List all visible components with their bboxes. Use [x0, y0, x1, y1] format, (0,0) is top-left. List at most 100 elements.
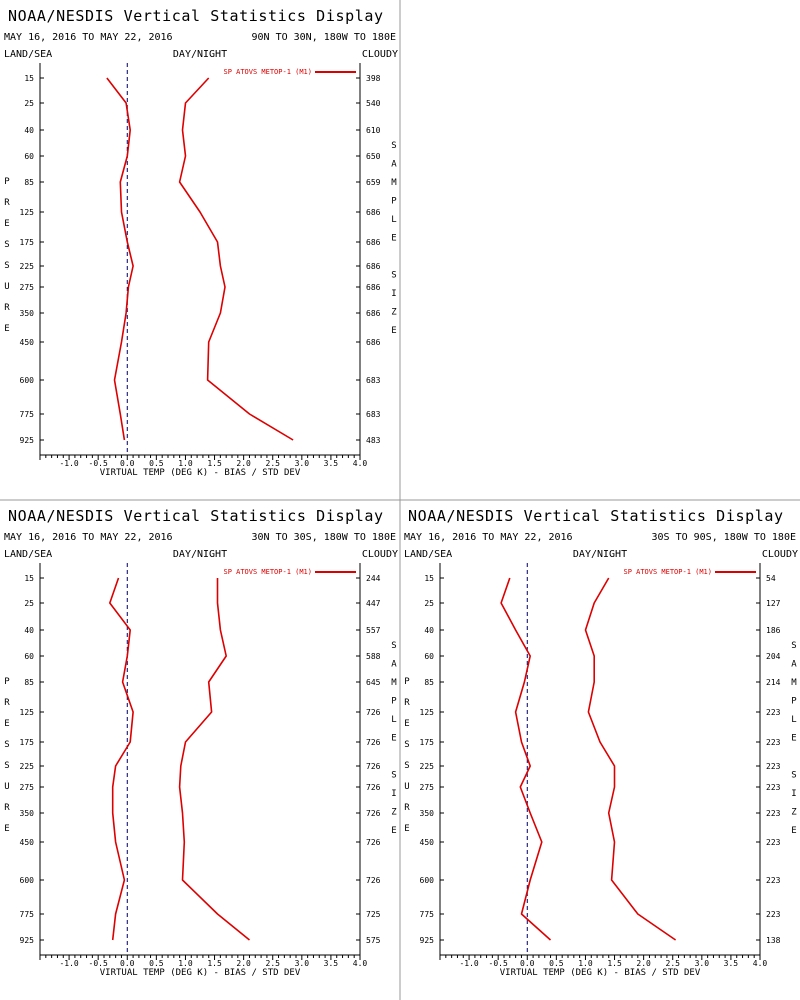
sample-size-label: 686 — [366, 309, 381, 318]
y-axis-label-letter: U — [404, 782, 409, 792]
y-axis-right-label-letter: M — [391, 678, 397, 688]
filter-cloudy: CLOUDY — [362, 549, 398, 560]
sample-size-label: 223 — [766, 809, 781, 818]
y-axis-label-letter: R — [4, 303, 10, 313]
pressure-level-label: 40 — [24, 626, 34, 635]
pressure-level-label: 600 — [20, 876, 35, 885]
chart-panel-3: NOAA/NESDIS Vertical Statistics Display M… — [404, 507, 798, 978]
pressure-level-label: 350 — [420, 809, 435, 818]
sample-size-label: 610 — [366, 126, 381, 135]
x-tick-label: 4.0 — [353, 959, 368, 968]
x-tick-label: 3.5 — [324, 459, 339, 468]
sample-size-label: 726 — [366, 762, 381, 771]
sample-size-label: 575 — [366, 936, 381, 945]
region-label: 30S TO 90S, 180W TO 180E — [652, 532, 797, 543]
x-tick-label: 3.5 — [324, 959, 339, 968]
sample-size-label: 726 — [366, 876, 381, 885]
y-axis-right-label-letter: I — [791, 789, 796, 799]
sample-size-label: 138 — [766, 936, 781, 945]
x-tick-label: -1.0 — [459, 959, 478, 968]
pressure-level-label: 125 — [20, 708, 35, 717]
y-axis-label-letter: P — [404, 677, 410, 687]
pressure-level-label: 60 — [24, 652, 34, 661]
filter-day-night: DAY/NIGHT — [173, 549, 227, 560]
pressure-level-label: 275 — [20, 783, 35, 792]
chart-title: NOAA/NESDIS Vertical Statistics Display — [8, 7, 384, 25]
y-axis-right-label-letter: I — [391, 789, 396, 799]
x-tick-label: 0.5 — [149, 959, 164, 968]
x-tick-label: 0.5 — [149, 459, 164, 468]
x-tick-label: 3.5 — [724, 959, 739, 968]
y-axis-label-letter: S — [4, 240, 9, 250]
y-axis-label-letter: S — [4, 261, 9, 271]
pressure-level-label: 60 — [24, 152, 34, 161]
y-axis-right-label-letter: E — [391, 826, 396, 836]
y-axis-right-label-letter: P — [391, 697, 397, 707]
y-axis-label-letter: S — [404, 761, 409, 771]
chart-title: NOAA/NESDIS Vertical Statistics Display — [408, 507, 784, 525]
y-axis-label-letter: E — [404, 719, 409, 729]
x-tick-label: 2.0 — [636, 959, 651, 968]
sample-size-label: 214 — [766, 678, 781, 687]
sample-size-label: 540 — [366, 99, 381, 108]
series-line-bias — [109, 577, 134, 941]
x-tick-label: 0.0 — [120, 959, 135, 968]
sample-size-label: 686 — [366, 208, 381, 217]
filter-day-night: DAY/NIGHT — [573, 549, 627, 560]
pressure-level-label: 15 — [24, 574, 34, 583]
y-axis-right-label-letter: E — [791, 826, 796, 836]
pressure-level-label: 450 — [20, 338, 35, 347]
pressure-level-label: 125 — [20, 208, 35, 217]
x-tick-label: -1.0 — [59, 459, 78, 468]
pressure-level-label: 225 — [20, 262, 35, 271]
y-axis-label-letter: R — [404, 803, 410, 813]
y-axis-right-label-letter: E — [391, 326, 396, 336]
x-axis-label: VIRTUAL TEMP (DEG K) - BIAS / STD DEV — [500, 968, 701, 978]
y-axis-right-label-letter: L — [391, 715, 396, 725]
sample-size-label: 726 — [366, 838, 381, 847]
pressure-level-label: 85 — [424, 678, 434, 687]
pressure-level-label: 450 — [20, 838, 35, 847]
sample-size-label: 683 — [366, 376, 381, 385]
x-tick-label: 1.0 — [178, 459, 193, 468]
pressure-level-label: 275 — [420, 783, 435, 792]
series-line-std-dev — [178, 77, 294, 441]
y-axis-label-letter: S — [404, 740, 409, 750]
pressure-level-label: 175 — [20, 738, 35, 747]
y-axis-right-label-letter: M — [391, 178, 397, 188]
x-tick-label: 0.0 — [120, 459, 135, 468]
sample-size-label: 725 — [366, 910, 381, 919]
y-axis-label-letter: P — [4, 677, 10, 687]
pressure-level-label: 175 — [420, 738, 435, 747]
x-tick-label: 2.5 — [266, 959, 281, 968]
filter-land-sea: LAND/SEA — [4, 49, 52, 60]
date-range: MAY 16, 2016 TO MAY 22, 2016 — [4, 32, 173, 43]
sample-size-label: 223 — [766, 783, 781, 792]
sample-size-label: 127 — [766, 599, 781, 608]
pressure-level-label: 60 — [424, 652, 434, 661]
filter-land-sea: LAND/SEA — [404, 549, 452, 560]
y-axis-right-label-letter: A — [391, 160, 397, 170]
x-tick-label: 1.0 — [178, 959, 193, 968]
sample-size-label: 686 — [366, 238, 381, 247]
x-axis-label: VIRTUAL TEMP (DEG K) - BIAS / STD DEV — [100, 968, 301, 978]
y-axis-right-label-letter: Z — [391, 308, 397, 318]
sample-size-label: 686 — [366, 262, 381, 271]
y-axis-label-letter: R — [4, 198, 10, 208]
date-range: MAY 16, 2016 TO MAY 22, 2016 — [404, 532, 573, 543]
legend-label: SP ATOVS METOP-1 (M1) — [223, 568, 312, 576]
region-label: 90N TO 30N, 180W TO 180E — [252, 32, 397, 43]
pressure-level-label: 600 — [420, 876, 435, 885]
x-tick-label: 3.0 — [295, 959, 310, 968]
series-line-bias — [106, 77, 134, 441]
sample-size-label: 645 — [366, 678, 381, 687]
y-axis-label-letter: R — [404, 698, 410, 708]
pressure-level-label: 225 — [420, 762, 435, 771]
sample-size-label: 223 — [766, 762, 781, 771]
pressure-level-label: 175 — [20, 238, 35, 247]
sample-size-label: 447 — [366, 599, 381, 608]
sample-size-label: 557 — [366, 626, 381, 635]
y-axis-label-letter: P — [4, 177, 10, 187]
x-tick-label: 2.0 — [236, 459, 251, 468]
